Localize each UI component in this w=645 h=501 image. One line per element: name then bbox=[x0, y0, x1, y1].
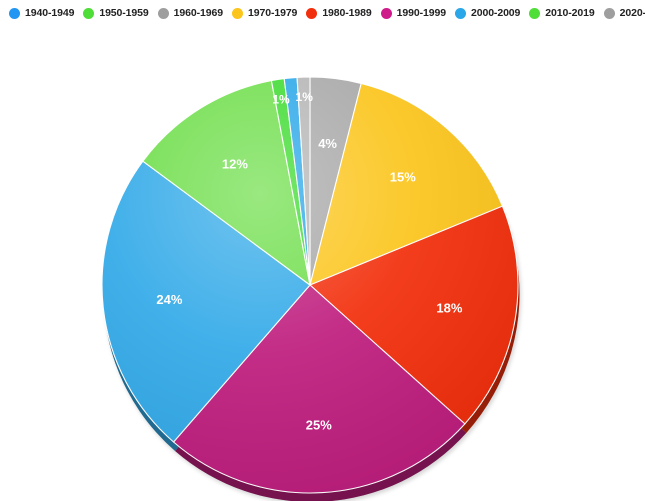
chart-legend: 1940-1949 1950-1959 1960-1969 1970-1979 1980… bbox=[0, 0, 645, 26]
pie-percent-label-group: 4% 15% 18% 25% 24% 12% 1% 1% bbox=[156, 90, 462, 433]
legend-item-label: 1980-1989 bbox=[322, 6, 372, 19]
legend-item-2020-2023[interactable]: 2020-2023 bbox=[603, 3, 645, 23]
legend-item-1990-1999[interactable]: 1990-1999 bbox=[380, 3, 446, 23]
circle-swatch-icon bbox=[157, 7, 169, 19]
pie-slice-percent-label: 24% bbox=[156, 292, 182, 307]
pie-slice-percent-label: 12% bbox=[222, 157, 248, 172]
legend-item-label: 1990-1999 bbox=[396, 6, 446, 19]
legend-item-1940-1949[interactable]: 1940-1949 bbox=[9, 3, 74, 23]
circle-swatch-icon bbox=[380, 7, 392, 19]
legend-item-1980-1989[interactable]: 1980-1989 bbox=[306, 3, 372, 23]
pie-slice-percent-label: 15% bbox=[390, 170, 416, 185]
legend-item-1960-1969[interactable]: 1960-1969 bbox=[157, 3, 223, 23]
legend-item-2000-2009[interactable]: 2000-2009 bbox=[454, 3, 521, 23]
pie-slice-percent-label: 4% bbox=[318, 136, 337, 151]
pie-slice-percent-label: 1% bbox=[296, 90, 314, 104]
legend-item-label: 1960-1969 bbox=[173, 6, 223, 19]
circle-swatch-icon bbox=[529, 7, 541, 19]
legend-item-label: 1970-1979 bbox=[247, 6, 298, 19]
legend-item-label: 1940-1949 bbox=[25, 6, 75, 19]
legend-item-label: 2010-2019 bbox=[545, 6, 595, 19]
circle-swatch-icon bbox=[83, 7, 95, 19]
circle-swatch-icon bbox=[454, 7, 466, 19]
pie-svg: 4% 15% 18% 25% 24% 12% 1% 1% bbox=[101, 76, 520, 501]
legend-item-2010-2019[interactable]: 2010-2019 bbox=[529, 3, 595, 23]
pie-slice-percent-label: 25% bbox=[306, 418, 332, 433]
legend-item-label: 1950-1959 bbox=[99, 6, 149, 19]
circle-swatch-icon bbox=[603, 7, 615, 19]
pie-slice-percent-label: 1% bbox=[272, 92, 290, 106]
legend-item-1970-1979[interactable]: 1970-1979 bbox=[231, 3, 298, 23]
legend-item-label: 2020-2023 bbox=[619, 6, 645, 19]
legend-item-label: 2000-2009 bbox=[470, 6, 521, 19]
circle-swatch-icon bbox=[306, 7, 318, 19]
circle-swatch-icon bbox=[231, 7, 243, 19]
circle-swatch-icon bbox=[9, 7, 20, 19]
legend-item-1950-1959[interactable]: 1950-1959 bbox=[83, 3, 149, 23]
pie-plot-area: 4% 15% 18% 25% 24% 12% 1% 1% bbox=[0, 26, 645, 501]
pie-slice-percent-label: 18% bbox=[436, 301, 462, 316]
